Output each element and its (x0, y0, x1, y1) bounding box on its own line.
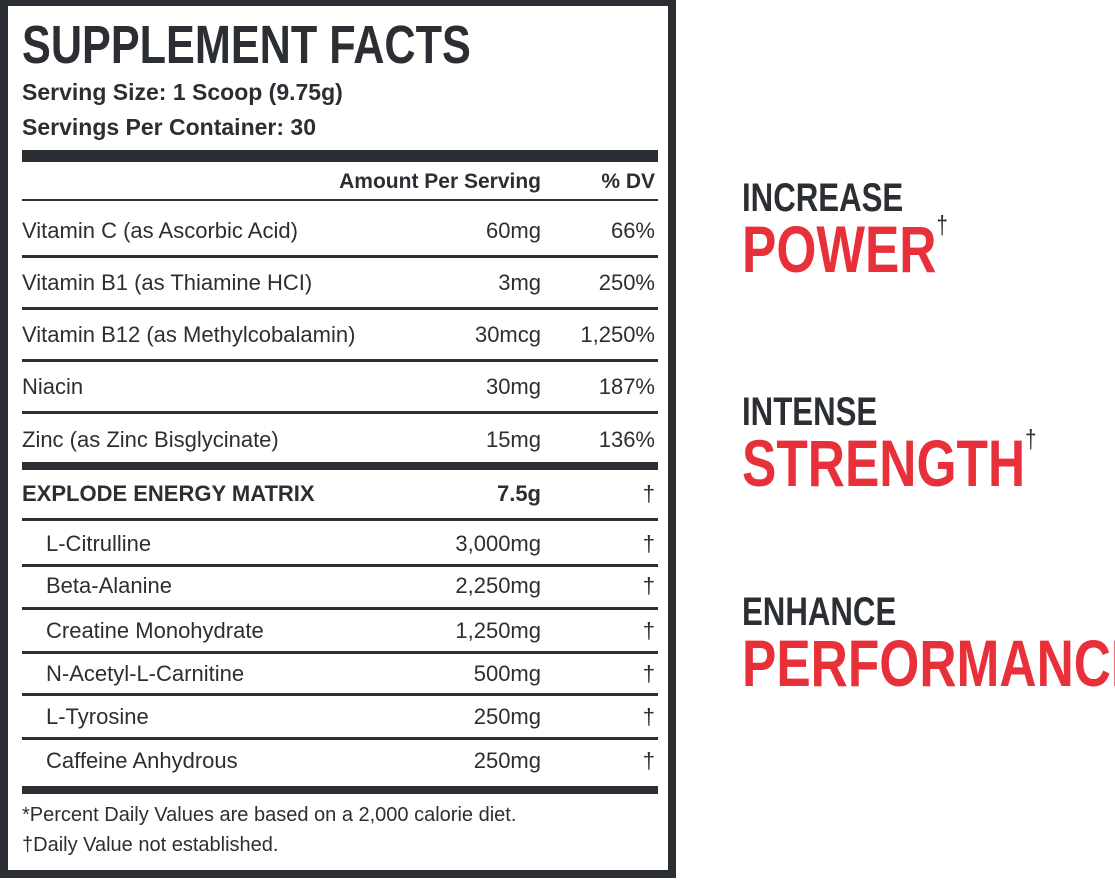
rule (22, 564, 658, 567)
nutrient-dv: † (642, 573, 655, 598)
nutrient-dv: † (642, 481, 655, 506)
rule (22, 411, 658, 414)
nutrient-amount: 60mg (485, 218, 541, 243)
rule (22, 737, 658, 740)
nutrient-amount: 3,000mg (455, 531, 541, 556)
claim-verb: INTENSE (742, 390, 878, 434)
rule (22, 607, 658, 610)
nutrient-name: L-Citrulline (46, 531, 152, 556)
facts-panel (0, 0, 676, 878)
claim-mark: † (1025, 424, 1037, 454)
nutrient-amount: 30mcg (474, 322, 541, 347)
panel-title: SUPPLEMENT FACTS (22, 15, 471, 75)
header-amount: Amount Per Serving (339, 170, 541, 193)
serving-size: Serving Size: 1 Scoop (9.75g) (22, 79, 343, 105)
rule (22, 786, 658, 794)
rule (22, 462, 658, 470)
nutrient-name: Vitamin C (as Ascorbic Acid) (22, 218, 298, 243)
nutrient-amount: 250mg (473, 748, 541, 773)
rule (22, 199, 658, 201)
nutrient-dv: † (642, 748, 655, 773)
nutrient-amount: 3mg (498, 270, 541, 295)
nutrient-name: N-Acetyl-L-Carnitine (46, 661, 245, 686)
nutrient-dv: 187% (598, 374, 655, 399)
nutrient-dv: † (642, 704, 655, 729)
nutrient-amount: 500mg (473, 661, 541, 686)
claim: INTENSE STRENGTH† (742, 390, 1037, 496)
claim-verb: INCREASE (742, 176, 904, 220)
nutrient-amount: 250mg (473, 704, 541, 729)
rule (22, 693, 658, 696)
rule (22, 518, 658, 521)
claim-word: POWER (742, 212, 937, 286)
nutrient-name: Vitamin B1 (as Thiamine HCI) (22, 270, 313, 295)
nutrient-amount: 15mg (485, 427, 541, 452)
claim: INCREASE POWER† (742, 176, 948, 282)
rule (22, 307, 658, 310)
rule (22, 651, 658, 654)
rule (22, 359, 658, 362)
rule (22, 255, 658, 258)
nutrient-amount: 1,250mg (455, 618, 541, 643)
nutrient-name: Zinc (as Zinc Bisglycinate) (22, 427, 279, 452)
header-dv: % DV (601, 170, 655, 193)
nutrient-dv: 250% (598, 270, 655, 295)
claim-word: PERFORMANCE (742, 626, 1115, 700)
nutrient-dv: † (642, 618, 655, 643)
nutrient-dv: † (642, 661, 655, 686)
nutrient-dv: 136% (598, 427, 655, 452)
thick-rule (22, 150, 658, 162)
claim-verb: ENHANCE (742, 590, 897, 634)
nutrient-amount: 2,250mg (455, 573, 541, 598)
footnote: †Daily Value not established. (22, 834, 279, 856)
nutrient-dv: 66% (610, 218, 655, 243)
nutrient-name: EXPLODE ENERGY MATRIX (22, 481, 315, 506)
nutrient-name: Creatine Monohydrate (46, 618, 264, 643)
nutrient-amount: 7.5g (496, 481, 541, 506)
nutrient-amount: 30mg (485, 374, 541, 399)
nutrient-dv: 1,250% (580, 322, 655, 347)
footnote: *Percent Daily Values are based on a 2,0… (22, 804, 517, 826)
servings-per-container: Servings Per Container: 30 (22, 114, 316, 140)
nutrient-name: Niacin (22, 374, 84, 399)
claim-word: STRENGTH (742, 426, 1026, 500)
nutrient-name: L-Tyrosine (46, 704, 149, 729)
nutrient-name: Vitamin B12 (as Methylcobalamin) (22, 322, 356, 347)
nutrient-dv: † (642, 531, 655, 556)
nutrient-name: Beta-Alanine (46, 573, 172, 598)
nutrient-name: Caffeine Anhydrous (46, 748, 238, 773)
claim-mark: † (936, 210, 948, 240)
